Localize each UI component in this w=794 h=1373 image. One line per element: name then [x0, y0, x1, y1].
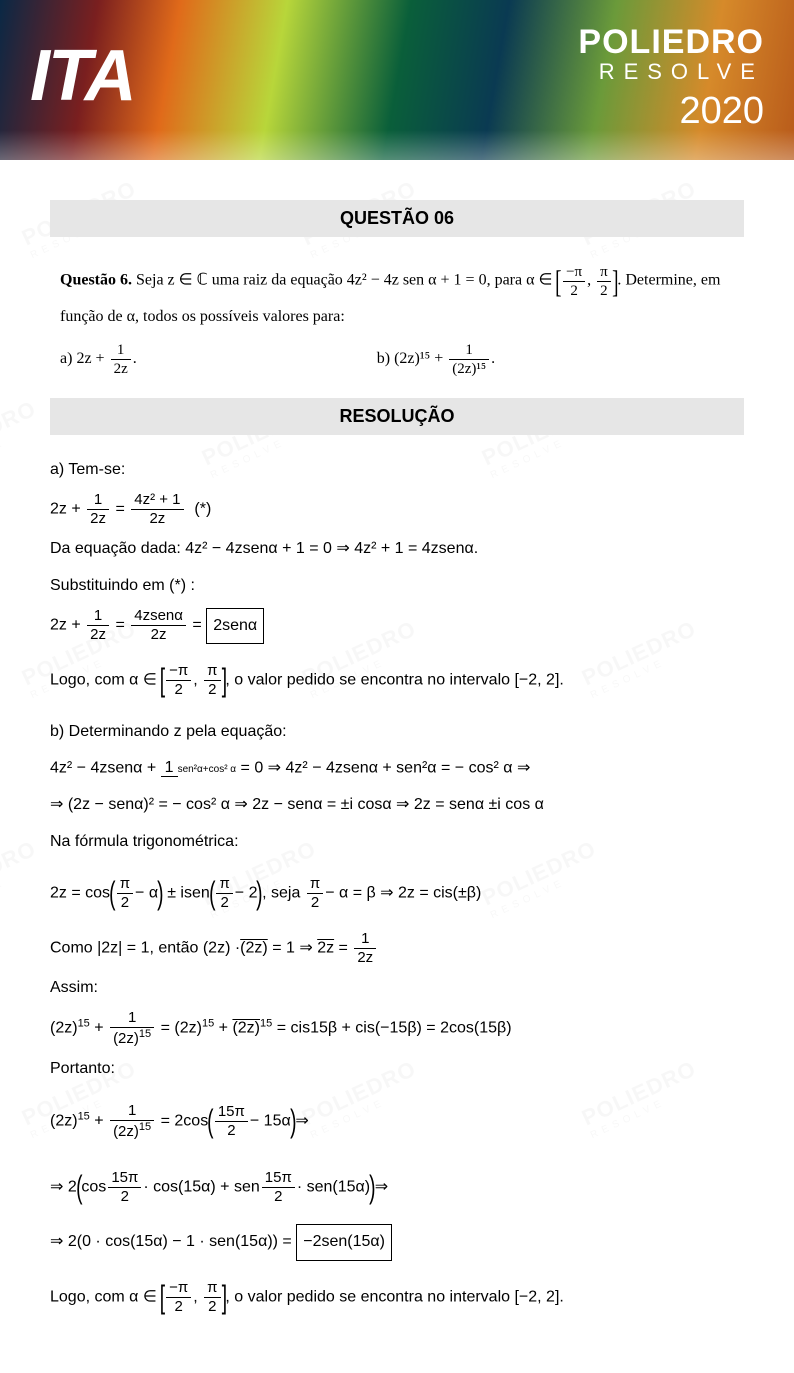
sol-b-eq3: 2z = cos(π2− α) ± isen(π2− 2), seja π2− …: [50, 863, 744, 924]
logo-poliedro-line2: RESOLVE: [578, 59, 764, 85]
sol-b-conclusion: Logo, com α ∈ [−π2, π2], o valor pedido …: [50, 1267, 744, 1328]
logo-poliedro-line1: POLIEDRO: [578, 25, 764, 59]
sol-a-line3: Substituindo em (*) :: [50, 571, 744, 601]
sol-b-eq4: Como |2z| = 1, então (2z) ·(2z) = 1 ⇒ 2z…: [50, 930, 744, 967]
sol-a-eq1: 2z + 12z = 4z² + 12z (*): [50, 491, 744, 528]
sol-b-eq5: (2z)15 + 1(2z)15 = (2z)15 + (2z)15 = cis…: [50, 1009, 744, 1048]
solution-body: a) Tem-se: 2z + 12z = 4z² + 12z (*) Da e…: [50, 455, 744, 1327]
logo-year: 2020: [578, 85, 764, 138]
answer-a-boxed: 2senα: [206, 608, 264, 644]
question-label: Questão 6.: [60, 272, 132, 289]
question-title-bar: QUESTÃO 06: [50, 200, 744, 237]
logo-poliedro: POLIEDRO RESOLVE 2020: [578, 25, 764, 139]
resolution-title-bar: RESOLUÇÃO: [50, 398, 744, 435]
sol-a-eq2: 2z + 12z = 4zsenα2z = 2senα: [50, 607, 744, 644]
content-area: QUESTÃO 06 Questão 6. Seja z ∈ ℂ uma rai…: [0, 160, 794, 1373]
header-banner: ITA POLIEDRO RESOLVE 2020: [0, 0, 794, 160]
sol-b-intro: b) Determinando z pela equação:: [50, 717, 744, 747]
sol-b-eq1: 4z² − 4zsenα + 1sen²α+cos² α = 0 ⇒ 4z² −…: [50, 753, 744, 784]
sol-a-conclusion: Logo, com α ∈ [−π2, π2], o valor pedido …: [50, 650, 744, 711]
sol-b-eq6: (2z)15 + 1(2z)15 = 2cos(15π2− 15α)⇒: [50, 1091, 744, 1152]
answer-b-boxed: −2sen(15α): [296, 1224, 392, 1260]
sol-b-eq7: ⇒ 2(cos15π2· cos(15α) + sen15π2· sen(15α…: [50, 1157, 744, 1218]
sol-b-trig-label: Na fórmula trigonométrica:: [50, 827, 744, 857]
sol-b-eq8: ⇒ 2(0 · cos(15α) − 1 · sen(15α)) = −2sen…: [50, 1224, 744, 1260]
sol-b-portanto: Portanto:: [50, 1054, 744, 1084]
question-options: a) 2z + 12z. b) (2z)¹⁵ + 1(2z)¹⁵.: [60, 341, 734, 378]
sol-b-assim: Assim:: [50, 973, 744, 1003]
question-text: Seja z ∈ ℂ uma raiz da equação 4z² − 4z …: [136, 272, 556, 289]
question-statement: Questão 6. Seja z ∈ ℂ uma raiz da equaçã…: [50, 257, 744, 378]
option-a: a) 2z + 12z.: [60, 341, 137, 378]
sol-b-eq2: ⇒ (2z − senα)² = − cos² α ⇒ 2z − senα = …: [50, 790, 744, 820]
sol-a-intro: a) Tem-se:: [50, 455, 744, 485]
logo-ita: ITA: [30, 35, 135, 117]
sol-a-line2: Da equação dada: 4z² − 4zsenα + 1 = 0 ⇒ …: [50, 534, 744, 564]
option-b: b) (2z)¹⁵ + 1(2z)¹⁵.: [377, 341, 495, 378]
